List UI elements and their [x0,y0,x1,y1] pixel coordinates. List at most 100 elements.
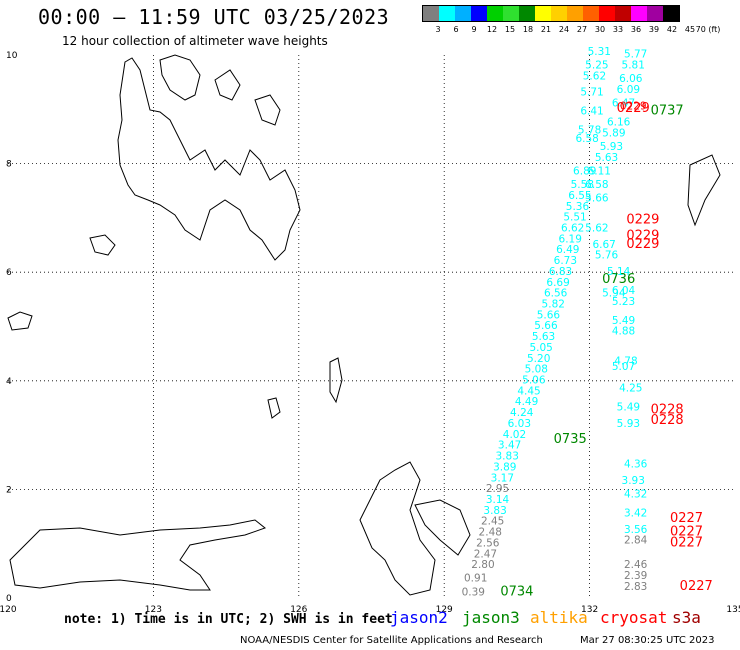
page-subtitle: 12 hour collection of altimeter wave hei… [62,34,328,48]
satellite-legend-item: altika [530,608,588,627]
wave-height-label: 6.03 [508,418,531,430]
island-west [89,234,116,256]
wave-height-label: 6.58 [575,133,598,145]
legend-swatch [631,6,647,21]
wave-height-label: 4.49 [515,396,538,408]
legend-label: 9 [471,25,477,34]
lat-tick-label: 4 [6,377,12,387]
wave-height-label: 5.36 [566,201,590,213]
time-label: 0229 [626,229,659,244]
wave-height-label: 5.51 [563,212,586,224]
wave-height-label: 6.62 [561,222,584,234]
wave-height-label: 2.83 [624,581,647,593]
island-east [414,499,471,556]
island-far-west [7,311,33,331]
wave-height-label: 5.93 [600,141,623,153]
lat-tick-label: 8 [6,160,12,170]
wave-height-label: 6.69 [546,277,569,289]
legend-swatch [615,6,631,21]
wave-height-label: 4.36 [624,459,648,471]
legend-label: 3 [435,25,441,34]
wave-height-label: 2.95 [486,483,509,495]
wave-height-label: 5.62 [583,70,606,82]
time-label: 0228 [651,402,684,417]
sulawesi-north-arm [9,519,267,591]
timestamp-text: Mar 27 08:30:25 UTC 2023 [580,635,715,646]
legend-label: 12 [486,25,498,34]
coastline [7,54,721,596]
legend-swatch [551,6,567,21]
wave-height-label: 5.63 [595,152,618,164]
lat-tick-label: 6 [6,268,12,278]
wave-height-label: 4.24 [510,407,534,419]
page-title: 00:00 – 11:59 UTC 03/25/2023 [38,5,390,29]
lon-tick-label: 135 [726,605,740,615]
wave-height-label: 5.94 [602,288,626,300]
time-label: 0735 [554,432,587,447]
legend-label: 39 [648,25,660,34]
satellite-legend-item: jason2 [390,608,448,627]
legend-swatch [535,6,551,21]
wave-height-label: 5.76 [595,250,619,262]
wave-height-label: 5.49 [617,402,640,414]
wave-height-label: 4.25 [619,383,642,395]
wave-height-label: 2.47 [474,548,497,560]
wave-height-label: 3.83 [483,505,506,517]
wave-height-label: 6.73 [554,255,577,267]
lat-tick-label: 10 [6,51,18,61]
legend-label: 24 [558,25,570,34]
legend-label: 30 [594,25,606,34]
island-north-2 [214,69,241,101]
wave-height-label: 5.49 [612,315,635,327]
wave-height-label: 6.16 [607,117,631,129]
wave-height-label: 5.78 [578,125,601,137]
legend-swatch [471,6,487,21]
wave-height-label: 6.47 [612,98,635,110]
legend-label: 27 [576,25,588,34]
wave-height-label: 3.93 [622,475,645,487]
lat-tick-label: 2 [6,485,12,495]
wave-height-label: 6.83 [549,266,572,278]
legend-swatch [647,6,663,21]
wave-height-label: 4.02 [503,429,526,441]
legend-swatches [422,5,680,22]
time-label: 0737 [651,104,684,119]
lon-tick-label: 123 [145,605,162,615]
wave-height-label: 5.81 [622,60,645,72]
wave-height-label: 5.07 [612,361,635,373]
wave-height-label: 6.89 [573,165,596,177]
wave-height-label: 6.11 [588,165,611,177]
satellite-legend-item: jason3 [462,608,520,627]
legend-label: 18 [522,25,534,34]
legend-label: 36 [630,25,642,34]
wave-height-label: 5.23 [612,296,635,308]
footer-note: note: 1) Time is in UTC; 2) SWH is in fe… [64,612,393,627]
legend-label: 33 [612,25,624,34]
wave-height-label: 5.66 [534,320,558,332]
wave-height-label: 0.91 [464,573,487,585]
wave-height-label: 5.58 [571,179,594,191]
island-north-3 [254,94,281,126]
satellite-legend-item: s3a [672,608,701,627]
wave-height-label: 5.06 [522,375,546,387]
lon-tick-label: 126 [290,605,307,615]
time-label: 0227 [680,579,713,594]
legend-label: 70 (ft) [695,25,721,34]
credit-text: NOAA/NESDIS Center for Satellite Applica… [240,635,543,646]
time-label: 0229 [626,237,659,252]
legend-swatch [455,6,471,21]
wave-height-label: 6.19 [559,233,582,245]
lon-tick-label: 120 [0,605,17,615]
legend-label: 45 [684,25,696,34]
legend-label: 15 [504,25,516,34]
color-legend: 3 6 9 12 15 18 21 24 27 30 33 36 39 42 45 70 (ft) [422,5,728,37]
wave-height-label: 5.77 [624,49,647,61]
axis-ticks: 120 123 126 129 132 135 0 2 4 6 8 10 [0,51,740,615]
wave-height-label: 6.04 [612,285,636,297]
time-label: 0227 [670,525,703,540]
wave-height-label: 6.09 [617,84,640,96]
wave-height-label: 2.48 [479,527,502,539]
wave-height-label: 5.82 [542,298,565,310]
lat-tick-label: 0 [6,594,12,604]
wave-height-label: 3.17 [491,472,514,484]
